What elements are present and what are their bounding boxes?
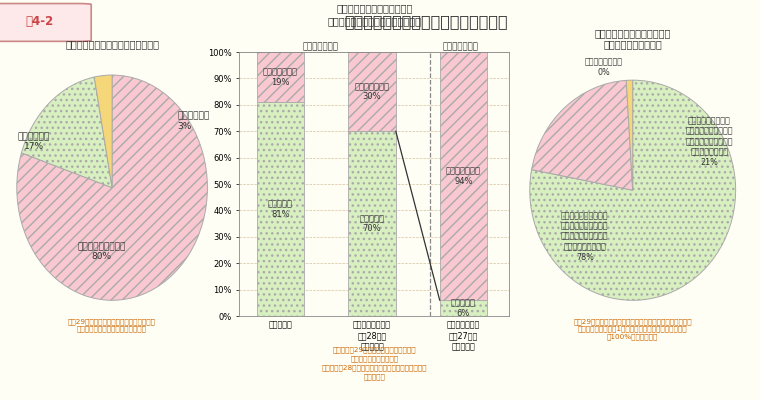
- Bar: [348, 131, 396, 316]
- Wedge shape: [531, 80, 632, 190]
- Text: 職員の年齢構成の適
正化を図る観点から希
望者をフルタイム再任
用することが困難
21%: 職員の年齢構成の適 正化を図る観点から希 望者をフルタイム再任 用することが困難…: [686, 116, 733, 167]
- Text: 公務で短時間再任用となった
主な事情（行（一））: 公務で短時間再任用となった 主な事情（行（一））: [594, 28, 671, 50]
- Text: 短時間勤務
81%: 短時間勤務 81%: [268, 199, 293, 219]
- Bar: [348, 52, 396, 131]
- Text: フルタイム勤務
19%: フルタイム勤務 19%: [263, 67, 298, 87]
- Wedge shape: [94, 75, 112, 188]
- Text: 定年の引上げ
17%: 定年の引上げ 17%: [18, 132, 50, 151]
- Text: 平成29年「高年齢者の雇用状況」集計結果
（厚生労働省）を基に人事院が作成: 平成29年「高年齢者の雇用状況」集計結果 （厚生労働省）を基に人事院が作成: [68, 318, 156, 332]
- Text: 高齢期雇用をめぐる公務と民間の現状: 高齢期雇用をめぐる公務と民間の現状: [344, 14, 508, 29]
- Text: 図4-2: 図4-2: [25, 15, 54, 28]
- Wedge shape: [17, 75, 207, 300]
- Title: 公務と民間の勤務形態の違い
（公務（行（一））と民間の比較）: 公務と民間の勤務形態の違い （公務（行（一））と民間の比較）: [328, 3, 421, 26]
- Wedge shape: [530, 80, 736, 300]
- Text: 短時間勤務
6%: 短時間勤務 6%: [451, 298, 476, 318]
- Text: 継続雇用制度の導入
80%: 継続雇用制度の導入 80%: [77, 242, 125, 261]
- FancyBboxPatch shape: [0, 4, 91, 41]
- Wedge shape: [626, 80, 632, 190]
- Text: 民間の高年齢者雇用確保措置の状況: 民間の高年齢者雇用確保措置の状況: [65, 40, 159, 50]
- Text: 短時間勤務
70%: 短時間勤務 70%: [359, 214, 385, 233]
- Text: フルタイム勤務
30%: フルタイム勤務 30%: [354, 82, 390, 101]
- Bar: [440, 300, 487, 316]
- Text: 公務：平成29年「再任用実施状況調査」
（内閣人事局・人事院）
民間：平成28年「民間企業の勤務条件制度等調査」
（人事院）: 公務：平成29年「再任用実施状況調査」 （内閣人事局・人事院） 民間：平成28年…: [321, 346, 427, 380]
- Text: 定年制の廃止
3%: 定年制の廃止 3%: [177, 112, 209, 131]
- Wedge shape: [21, 77, 112, 188]
- Text: 職員が短時間再任用を
希望（フルタイムと短
時間のいずれでもよい
とした場合を含む）
78%: 職員が短時間再任用を 希望（フルタイムと短 時間のいずれでもよい とした場合を含…: [561, 211, 609, 262]
- Bar: [257, 102, 304, 316]
- Bar: [440, 52, 487, 300]
- Text: 民間（再雇用）: 民間（再雇用）: [442, 42, 479, 52]
- Text: 職員の個別事情等
0%: 職員の個別事情等 0%: [585, 58, 623, 77]
- Text: フルタイム勤務
94%: フルタイム勤務 94%: [446, 166, 481, 186]
- Bar: [257, 52, 304, 102]
- Text: 公務（再任用）: 公務（再任用）: [302, 42, 338, 52]
- Text: 平成29年「再任用実施状況調査」（内閣人事局・人事院）
構成比は、小数点第1位を四捨五入しているため、合計
が100%にならない。: 平成29年「再任用実施状況調査」（内閣人事局・人事院） 構成比は、小数点第1位を…: [573, 318, 692, 340]
